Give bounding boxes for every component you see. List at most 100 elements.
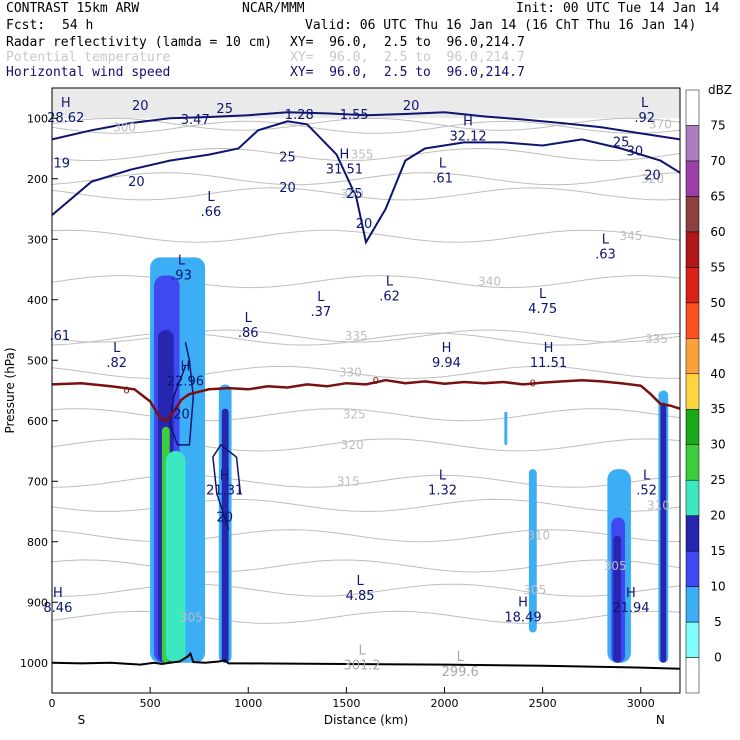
extremum-value: .61 [50, 329, 71, 344]
colorbar-swatch [685, 267, 700, 304]
plot-frame [51, 87, 681, 694]
y-tick-label: 1000 [20, 657, 48, 670]
extremum-value: 1.55 [340, 108, 369, 123]
theta-contour-line [51, 438, 681, 452]
theta-contour-label: 305 [604, 559, 627, 573]
wind-contour-line [51, 120, 681, 246]
colorbar-tick-label: 60 [710, 225, 725, 239]
colorbar-swatch [685, 338, 700, 375]
field-xy-theta: XY= 96.0, 2.5 to 96.0,214.7 [290, 50, 525, 65]
org-label: NCAR/MMM [242, 1, 305, 16]
zero-isotherm-label: 0 [123, 385, 129, 396]
extremum-value: .93 [171, 268, 192, 283]
extremum-marker: H [626, 586, 636, 601]
theta-contour-label: 325 [343, 408, 366, 422]
colorbar-swatch [685, 231, 700, 268]
y-tick-label: 900 [27, 596, 48, 609]
extremum-value: .61 [432, 172, 453, 187]
extremum-marker: L [207, 190, 215, 205]
y-tick-label: 200 [27, 173, 48, 186]
extremum-marker: H [463, 114, 473, 129]
field-name-wind: Horizontal wind speed [6, 65, 171, 80]
extremum-value: .92 [634, 111, 655, 126]
wind-contour-label: 20 [216, 511, 233, 526]
y-axis-label: Pressure (hPa) [3, 347, 17, 433]
colorbar-title: dBZ [708, 83, 732, 97]
extremum-marker: L [358, 644, 366, 659]
theta-contour-label: 315 [337, 474, 360, 488]
colorbar-swatch [685, 160, 700, 197]
y-tick-label: 400 [27, 294, 48, 307]
extremum-value: 31.51 [326, 163, 363, 178]
end-label-north: N [656, 713, 665, 727]
colorbar-tick-label: 75 [710, 118, 725, 132]
extremum-value: .52 [636, 483, 657, 498]
extremum-value: .86 [238, 326, 259, 341]
extremum-value: 301.2 [343, 659, 380, 674]
x-tick-label: 2000 [431, 697, 459, 710]
extremum-marker: H [544, 341, 554, 356]
colorbar-swatch [685, 89, 700, 126]
theta-contour-line [51, 117, 681, 131]
reflectivity-cell [504, 411, 508, 445]
colorbar-swatch [685, 373, 700, 410]
theta-contour-label: 330 [339, 365, 362, 379]
extremum-value: 18.49 [504, 610, 541, 625]
extremum-marker: H [53, 586, 63, 601]
theta-contour-line [51, 120, 681, 134]
extremum-marker: L [643, 468, 651, 483]
wind-contour-label: 25 [216, 102, 233, 117]
colorbar-swatch [685, 408, 700, 445]
x-tick-label: 1500 [332, 697, 360, 710]
reflectivity-cell [660, 402, 667, 663]
reflectivity-cell [528, 469, 537, 633]
extremum-marker: L [539, 287, 547, 302]
colorbar-tick-label: 55 [710, 260, 725, 274]
theta-dense-band [52, 88, 680, 119]
colorbar-tick-label: 50 [710, 296, 725, 310]
extremum-value: 32.12 [449, 129, 486, 144]
valid-time: Valid: 06 UTC Thu 16 Jan 14 (16 ChT Thu … [305, 18, 697, 33]
colorbar-swatch [685, 444, 700, 481]
wind-contour-label: 25 [613, 135, 630, 150]
theta-contour-line [51, 365, 681, 379]
extremum-value: .66 [201, 205, 222, 220]
colorbar-swatch [685, 586, 700, 623]
fcst-label: Fcst: [6, 18, 46, 33]
theta-contour-line [51, 474, 681, 488]
theta-contour-label: 350 [341, 187, 364, 201]
theta-contour-label: 305 [180, 610, 203, 624]
zero-isotherm-line [51, 378, 681, 423]
field-xy-wind: XY= 96.0, 2.5 to 96.0,214.7 [290, 65, 525, 80]
terrain-line [51, 651, 681, 670]
y-tick-label: 800 [27, 536, 48, 549]
wind-contour-label: 25 [279, 151, 296, 166]
extremum-value: 1.32 [428, 483, 457, 498]
wind-contour-label: 20 [173, 408, 190, 423]
theta-contour-label: 355 [351, 148, 374, 162]
extremum-value: .62 [379, 290, 400, 305]
x-tick-label: 2500 [529, 697, 557, 710]
y-tick-label: 500 [27, 354, 48, 367]
reflectivity-cell [613, 535, 622, 663]
x-tick-label: 1000 [234, 697, 262, 710]
wind-contour-label: 25 [346, 187, 363, 202]
theta-contour-label: 335 [345, 329, 368, 343]
colorbar-swatch [685, 125, 700, 162]
wind-contour-label: 20 [403, 99, 420, 114]
extremum-value: 8.46 [43, 601, 72, 616]
extremum-value: 11.51 [530, 356, 567, 371]
wind-contour-label: 20 [644, 169, 661, 184]
colorbar-tick-label: 30 [710, 438, 725, 452]
extremum-value: .37 [311, 305, 332, 320]
extremum-value: 1.28 [285, 108, 314, 123]
extremum-marker: L [602, 232, 610, 247]
theta-contour-line [51, 610, 681, 624]
extremum-value: .82 [106, 356, 127, 371]
extremum-marker: L [386, 275, 394, 290]
theta-contour-line [51, 529, 681, 543]
theta-contour-line [51, 559, 681, 573]
extremum-marker: L [113, 341, 121, 356]
extremum-value: 3.47 [181, 113, 210, 128]
theta-contour-label: 310 [647, 498, 670, 512]
